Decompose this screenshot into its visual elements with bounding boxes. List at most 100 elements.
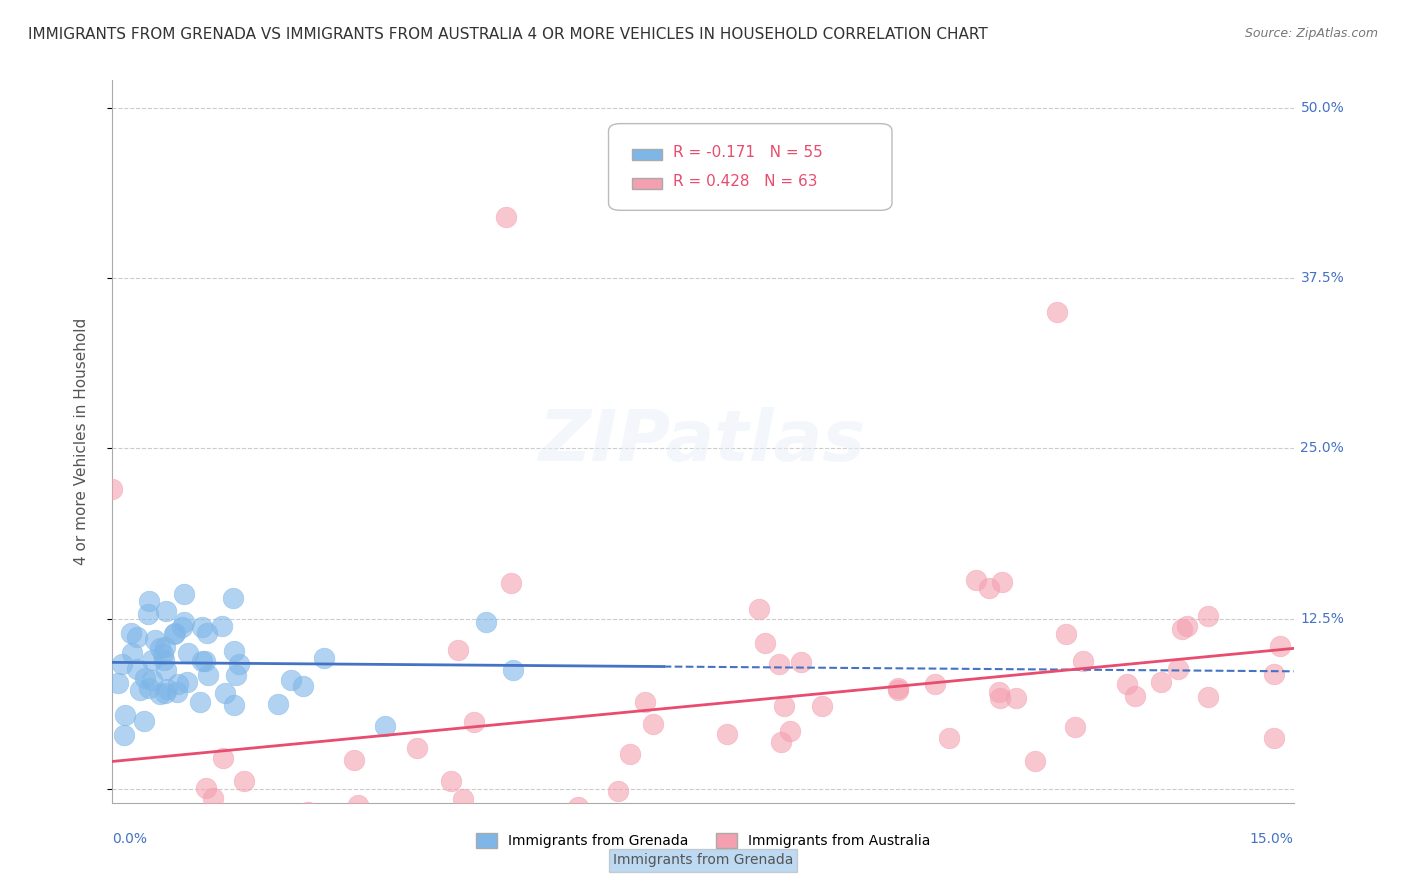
Point bbox=[1268, 640, 1291, 654]
Point bbox=[141, 652, 163, 666]
Point bbox=[567, 800, 589, 814]
Point bbox=[717, 809, 740, 823]
Point bbox=[886, 681, 908, 695]
Point bbox=[125, 662, 148, 676]
Point bbox=[499, 575, 522, 590]
Point bbox=[101, 482, 124, 496]
Point bbox=[1170, 622, 1192, 636]
Point bbox=[924, 677, 946, 691]
Text: ZIPatlas: ZIPatlas bbox=[540, 407, 866, 476]
Point bbox=[1024, 754, 1046, 768]
Y-axis label: 4 or more Vehicles in Household: 4 or more Vehicles in Household bbox=[75, 318, 89, 566]
Point bbox=[228, 657, 250, 671]
Point bbox=[114, 708, 136, 723]
Point bbox=[1123, 690, 1146, 704]
Point bbox=[224, 698, 246, 713]
Point bbox=[405, 741, 427, 756]
Point bbox=[110, 657, 132, 672]
Point bbox=[773, 698, 796, 713]
Point bbox=[143, 633, 166, 648]
Text: 15.0%: 15.0% bbox=[1250, 831, 1294, 846]
Point bbox=[195, 625, 218, 640]
Point bbox=[1071, 654, 1094, 668]
Point bbox=[225, 668, 247, 682]
Point bbox=[887, 682, 910, 697]
Point bbox=[1054, 627, 1077, 641]
Point bbox=[619, 747, 641, 761]
Point bbox=[641, 717, 664, 731]
Point bbox=[607, 784, 630, 798]
Point bbox=[222, 644, 245, 658]
Legend: Immigrants from Grenada, Immigrants from Australia: Immigrants from Grenada, Immigrants from… bbox=[470, 828, 936, 854]
Point bbox=[163, 627, 186, 641]
Point bbox=[170, 619, 193, 633]
Point bbox=[291, 679, 314, 693]
Point bbox=[167, 677, 190, 691]
Point bbox=[120, 626, 142, 640]
Point bbox=[991, 574, 1014, 589]
Point bbox=[148, 641, 170, 656]
Point bbox=[1150, 675, 1173, 690]
Point bbox=[1197, 690, 1219, 704]
Point bbox=[451, 792, 474, 806]
Point bbox=[297, 805, 319, 819]
Point bbox=[190, 620, 212, 634]
Point bbox=[811, 698, 834, 713]
Point bbox=[104, 809, 127, 823]
Point bbox=[153, 686, 176, 700]
Point bbox=[779, 723, 801, 738]
Point bbox=[233, 773, 256, 788]
Point bbox=[463, 715, 485, 730]
Point bbox=[128, 683, 150, 698]
Point bbox=[280, 673, 302, 687]
Point bbox=[495, 210, 517, 224]
Point bbox=[1046, 305, 1069, 319]
Point bbox=[1175, 619, 1198, 633]
Point bbox=[138, 681, 160, 696]
Point bbox=[156, 682, 179, 697]
Point bbox=[195, 781, 218, 796]
Point bbox=[785, 809, 807, 823]
Point bbox=[177, 646, 200, 660]
Point bbox=[312, 651, 335, 665]
Point bbox=[153, 640, 176, 654]
Point bbox=[136, 607, 159, 622]
Text: IMMIGRANTS FROM GRENADA VS IMMIGRANTS FROM AUSTRALIA 4 OR MORE VEHICLES IN HOUSE: IMMIGRANTS FROM GRENADA VS IMMIGRANTS FR… bbox=[28, 27, 988, 42]
Point bbox=[134, 671, 156, 685]
Point bbox=[988, 690, 1011, 705]
Point bbox=[149, 687, 172, 701]
Point bbox=[221, 591, 243, 605]
Point bbox=[1116, 677, 1139, 691]
Point bbox=[346, 798, 368, 813]
Point bbox=[440, 774, 463, 789]
Point bbox=[121, 646, 143, 660]
Text: 12.5%: 12.5% bbox=[1301, 612, 1344, 626]
Point bbox=[125, 630, 148, 644]
Text: 37.5%: 37.5% bbox=[1301, 271, 1344, 285]
Point bbox=[211, 751, 233, 765]
Point bbox=[159, 806, 181, 821]
Point bbox=[768, 657, 790, 671]
Text: Source: ZipAtlas.com: Source: ZipAtlas.com bbox=[1244, 27, 1378, 40]
FancyBboxPatch shape bbox=[633, 178, 662, 188]
Point bbox=[134, 714, 156, 729]
Point bbox=[152, 647, 174, 661]
Point bbox=[173, 615, 195, 630]
Text: 25.0%: 25.0% bbox=[1301, 442, 1344, 455]
Point bbox=[343, 753, 366, 767]
Point bbox=[201, 791, 224, 805]
Point bbox=[634, 695, 657, 709]
Point bbox=[173, 587, 195, 601]
Point bbox=[191, 654, 214, 668]
Point bbox=[214, 686, 236, 700]
Point bbox=[138, 593, 160, 607]
Point bbox=[197, 668, 219, 682]
Point bbox=[1092, 809, 1115, 823]
Point bbox=[107, 675, 129, 690]
Text: 50.0%: 50.0% bbox=[1301, 101, 1344, 114]
Point bbox=[1005, 690, 1028, 705]
Text: 0.0%: 0.0% bbox=[112, 831, 148, 846]
Point bbox=[194, 654, 217, 668]
Point bbox=[153, 653, 176, 667]
Point bbox=[502, 663, 524, 677]
